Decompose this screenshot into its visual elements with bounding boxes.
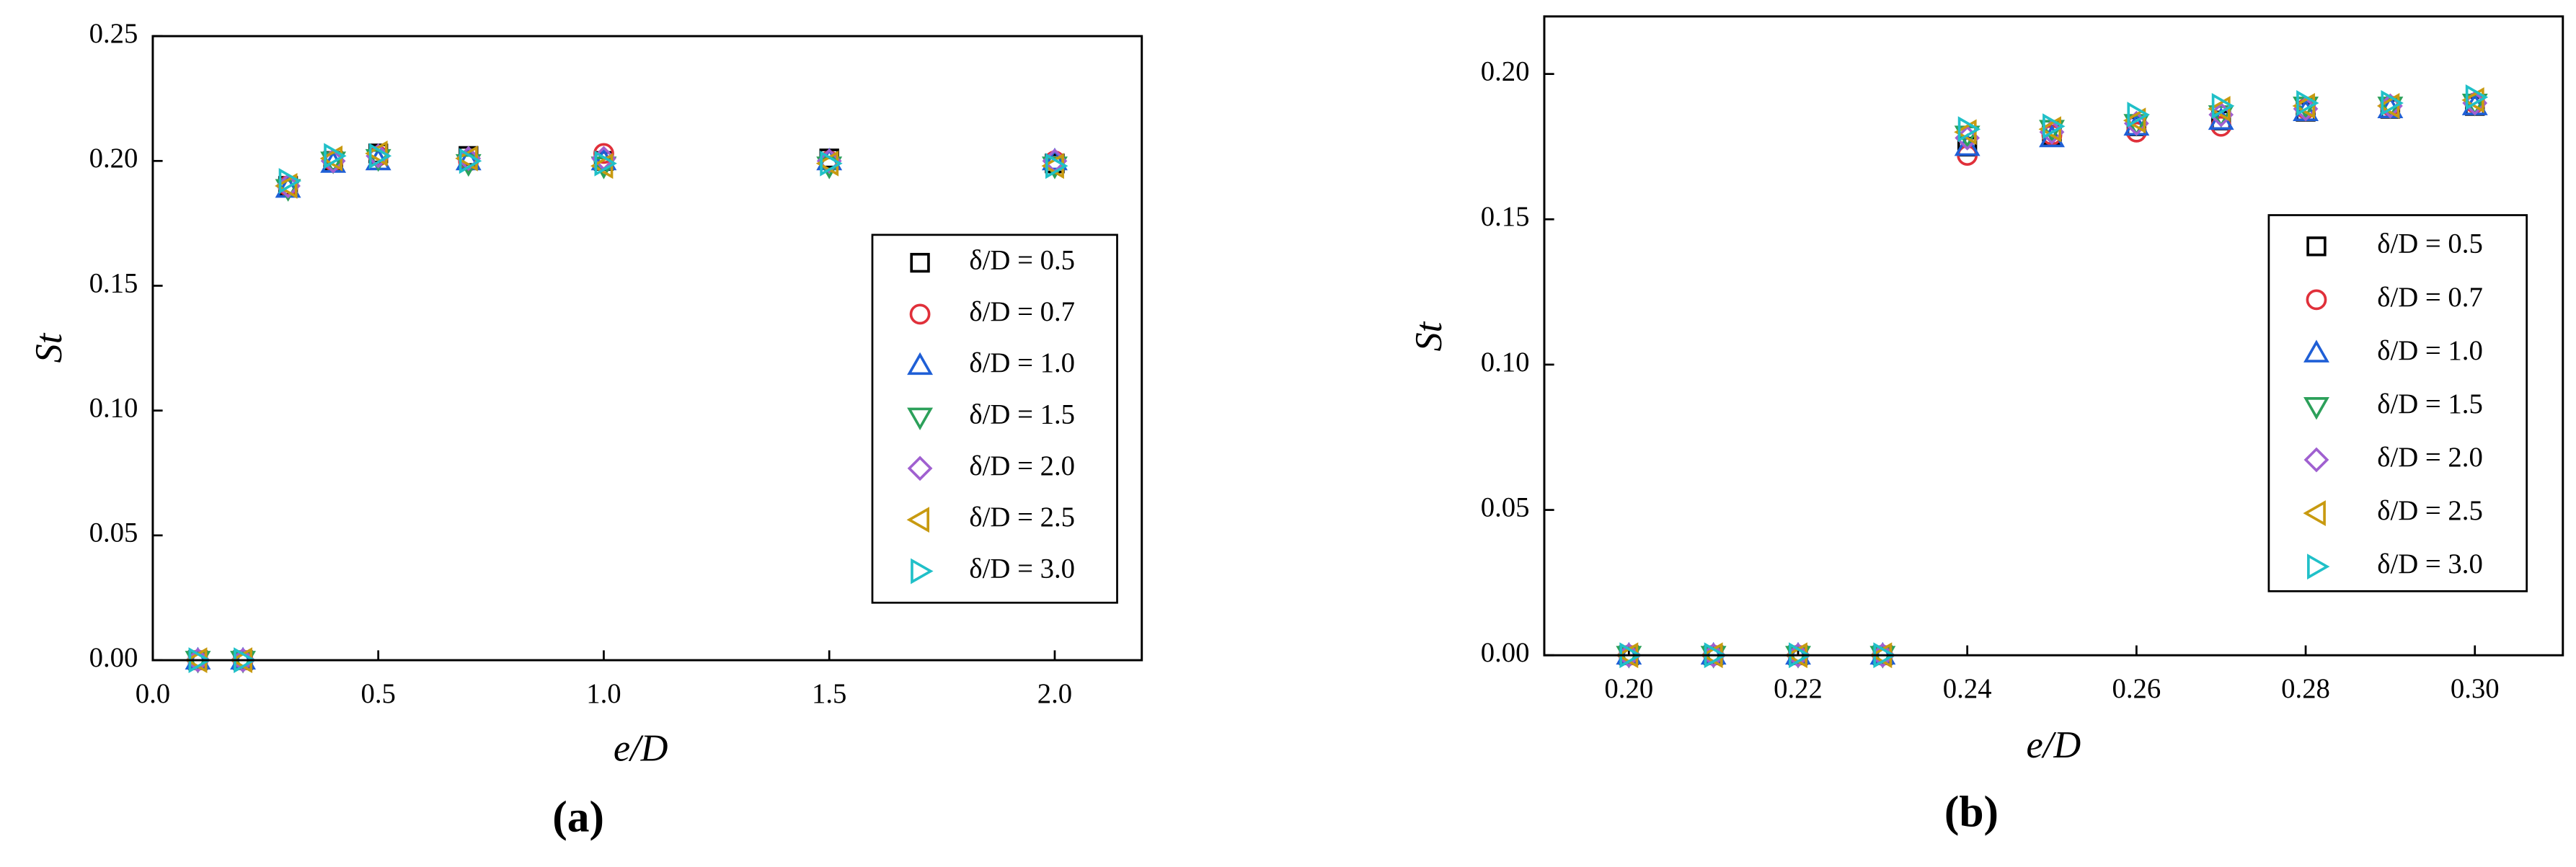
legend-marker bbox=[910, 252, 930, 273]
legend: δ/D = 0.5 δ/D = 0.7 δ/D = 1.0 δ/D = 1.5 δ/D … bbox=[2267, 214, 2528, 592]
y-tick-label: 0.25 bbox=[89, 18, 138, 49]
marker bbox=[459, 148, 482, 174]
marker bbox=[1041, 153, 1064, 179]
marker bbox=[1042, 147, 1068, 171]
marker bbox=[1700, 646, 1727, 669]
legend-marker bbox=[2306, 236, 2327, 257]
marker bbox=[2042, 113, 2066, 140]
marker bbox=[2465, 84, 2489, 110]
x-tick-label: 0.26 bbox=[2112, 673, 2161, 704]
figure-content: 0.0 0.5 1.0 1.5 2.0 0.00 0.05 0.10 0.15 0.20 0.25 e… bbox=[28, 15, 2564, 841]
x-tick-label: 0.0 bbox=[136, 678, 170, 709]
y-tick-label: 0.10 bbox=[89, 393, 138, 424]
marker bbox=[1616, 641, 1642, 665]
y-axis-title: St bbox=[1408, 321, 1450, 351]
marker bbox=[820, 150, 843, 177]
x-tick-label: 1.5 bbox=[812, 678, 846, 709]
y-tick-label: 0.05 bbox=[1481, 492, 1530, 523]
plot-frame bbox=[1543, 15, 2564, 657]
marker bbox=[1957, 116, 1981, 143]
marker bbox=[324, 143, 347, 169]
marker bbox=[185, 651, 211, 674]
legend-label: δ/D = 1.0 bbox=[2377, 335, 2483, 366]
y-tick-label: 0.00 bbox=[1481, 637, 1530, 668]
x-axis-title: e/D bbox=[2027, 724, 2081, 766]
panel-label: (b) bbox=[1944, 788, 1999, 837]
legend-label: δ/D = 2.0 bbox=[2377, 442, 2483, 473]
marker bbox=[230, 646, 256, 670]
legend-label: δ/D = 3.0 bbox=[2377, 548, 2483, 579]
marker bbox=[1869, 641, 1896, 665]
marker bbox=[1954, 133, 1980, 156]
legend-box bbox=[871, 234, 1118, 604]
legend-label: δ/D = 0.5 bbox=[969, 244, 1075, 275]
x-axis-title: e/D bbox=[614, 728, 668, 770]
legend-marker bbox=[906, 507, 930, 533]
legend-marker bbox=[2303, 397, 2329, 420]
legend-marker bbox=[907, 455, 933, 481]
marker bbox=[2296, 90, 2319, 116]
marker bbox=[1045, 153, 1068, 179]
legend-label: δ/D = 3.0 bbox=[969, 553, 1075, 584]
legend-label: δ/D = 0.7 bbox=[969, 296, 1075, 327]
legend-marker bbox=[909, 303, 931, 325]
legend-label: δ/D = 2.5 bbox=[2377, 495, 2483, 526]
marker bbox=[594, 150, 617, 177]
marker bbox=[230, 651, 256, 674]
y-tick-label: 0.15 bbox=[1481, 201, 1530, 232]
legend-marker bbox=[2307, 553, 2330, 580]
y-axis-title: St bbox=[28, 332, 70, 363]
y-tick-label: 0.20 bbox=[1481, 56, 1530, 87]
plot-frame bbox=[151, 35, 1143, 662]
marker bbox=[2127, 102, 2150, 128]
y-tick-label: 0.05 bbox=[89, 517, 138, 548]
x-tick-label: 0.22 bbox=[1774, 673, 1823, 704]
legend-box bbox=[2267, 214, 2528, 592]
marker bbox=[2381, 90, 2404, 116]
marker bbox=[2211, 93, 2235, 119]
y-tick-label: 0.10 bbox=[1481, 347, 1530, 378]
x-tick-label: 0.5 bbox=[360, 678, 395, 709]
legend-label: δ/D = 0.5 bbox=[2377, 228, 2483, 259]
legend-marker bbox=[2303, 339, 2329, 363]
y-tick-label: 0.00 bbox=[89, 642, 138, 673]
legend-label: δ/D = 2.0 bbox=[969, 450, 1075, 481]
marker bbox=[1869, 646, 1896, 669]
legend-label: δ/D = 1.0 bbox=[969, 347, 1075, 378]
legend-marker bbox=[907, 407, 934, 431]
marker bbox=[368, 143, 392, 169]
legend-label: δ/D = 1.5 bbox=[969, 399, 1075, 430]
x-tick-label: 0.30 bbox=[2451, 673, 2500, 704]
y-tick-label: 0.20 bbox=[89, 143, 138, 174]
x-tick-label: 0.24 bbox=[1943, 673, 1992, 704]
legend-marker bbox=[2303, 500, 2326, 527]
x-tick-label: 2.0 bbox=[1037, 678, 1072, 709]
marker bbox=[275, 172, 298, 199]
legend: δ/D = 0.5 δ/D = 0.7 δ/D = 1.0 δ/D = 1.5 δ/D … bbox=[871, 234, 1118, 604]
legend-label: δ/D = 0.7 bbox=[2377, 282, 2483, 313]
x-tick-label: 0.28 bbox=[2281, 673, 2330, 704]
legend-label: δ/D = 2.5 bbox=[969, 502, 1075, 533]
marker bbox=[1616, 646, 1642, 669]
legend-marker bbox=[911, 558, 934, 584]
legend-marker bbox=[2306, 289, 2327, 311]
marker bbox=[2123, 107, 2146, 134]
x-tick-label: 1.0 bbox=[586, 678, 621, 709]
marker bbox=[1700, 641, 1727, 665]
legend-marker bbox=[907, 352, 934, 375]
marker bbox=[815, 150, 839, 177]
panel-label: (a) bbox=[552, 792, 604, 841]
marker bbox=[185, 646, 211, 670]
marker bbox=[1785, 641, 1811, 665]
marker bbox=[278, 168, 302, 194]
legend-label: δ/D = 1.5 bbox=[2377, 388, 2483, 419]
y-tick-label: 0.15 bbox=[89, 267, 138, 298]
x-tick-label: 0.20 bbox=[1604, 673, 1653, 704]
marker bbox=[1785, 646, 1811, 669]
legend-marker bbox=[2303, 447, 2329, 473]
